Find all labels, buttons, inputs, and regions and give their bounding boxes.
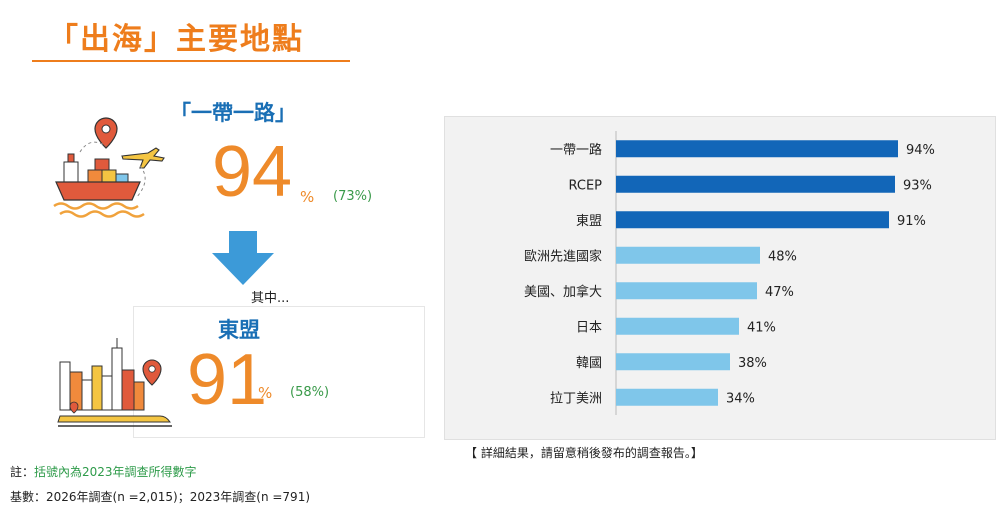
category-label: 日本	[576, 320, 602, 335]
bar	[616, 388, 718, 406]
bar	[616, 246, 760, 264]
belt-and-road-previous: (73%)	[333, 189, 373, 204]
shipping-illustration-icon	[53, 117, 165, 218]
asean-previous: (58%)	[290, 385, 330, 400]
among-them-caption: 其中...	[251, 291, 290, 306]
data-label: 38%	[738, 356, 767, 371]
data-label: 94%	[906, 143, 935, 158]
data-label: 41%	[747, 320, 776, 335]
category-label: 東盟	[576, 213, 602, 229]
down-arrow-icon	[212, 231, 274, 285]
category-label: RCEP	[568, 178, 602, 193]
category-label: 一帶一路	[550, 142, 602, 158]
data-label: 93%	[903, 178, 932, 193]
bar	[616, 317, 739, 335]
detail-note: 【 詳細結果，請留意稍後發布的調查報告。】	[465, 446, 703, 460]
asean-value: 91	[187, 340, 268, 420]
chart-panel: 一帶一路 94% RCEP 93% 東盟 91% 歐洲先進國家 48% 美國、加拿大 47% 日本 4…	[444, 116, 996, 440]
asean-card	[133, 306, 425, 438]
page-title: 「出海」主要地點	[48, 22, 304, 57]
sample-base-note: 基數：2026年調查(n =2,015)；2023年調查(n =791)	[10, 490, 311, 504]
title-underline	[32, 60, 350, 62]
data-label: 48%	[768, 249, 797, 264]
asean-unit: %	[258, 384, 273, 402]
belt-and-road-unit: %	[300, 188, 315, 206]
belt-and-road-label: 「一帶一路」	[170, 101, 296, 125]
category-label: 美國、加拿大	[524, 284, 602, 300]
asean-label: 東盟	[218, 318, 260, 342]
bar	[616, 282, 757, 300]
belt-and-road-value: 94	[212, 132, 293, 212]
category-label: 韓國	[576, 356, 602, 371]
note-text: 括號內為2023年調查所得數字	[34, 465, 197, 479]
data-label: 47%	[765, 285, 794, 300]
bar	[616, 353, 730, 371]
data-label: 91%	[897, 214, 926, 229]
bar	[616, 211, 889, 229]
data-label: 34%	[726, 391, 755, 406]
note-prefix: 註：	[10, 465, 35, 479]
bar	[616, 175, 895, 193]
city-skyline-icon	[57, 338, 172, 427]
bar-chart: 一帶一路 94% RCEP 93% 東盟 91% 歐洲先進國家 48% 美國、加拿大 47% 日本 4…	[524, 131, 935, 415]
category-label: 拉丁美洲	[550, 391, 602, 406]
bracket-note: 註：括號內為2023年調查所得數字	[10, 463, 197, 480]
bar	[616, 140, 898, 158]
category-label: 歐洲先進國家	[524, 248, 602, 264]
